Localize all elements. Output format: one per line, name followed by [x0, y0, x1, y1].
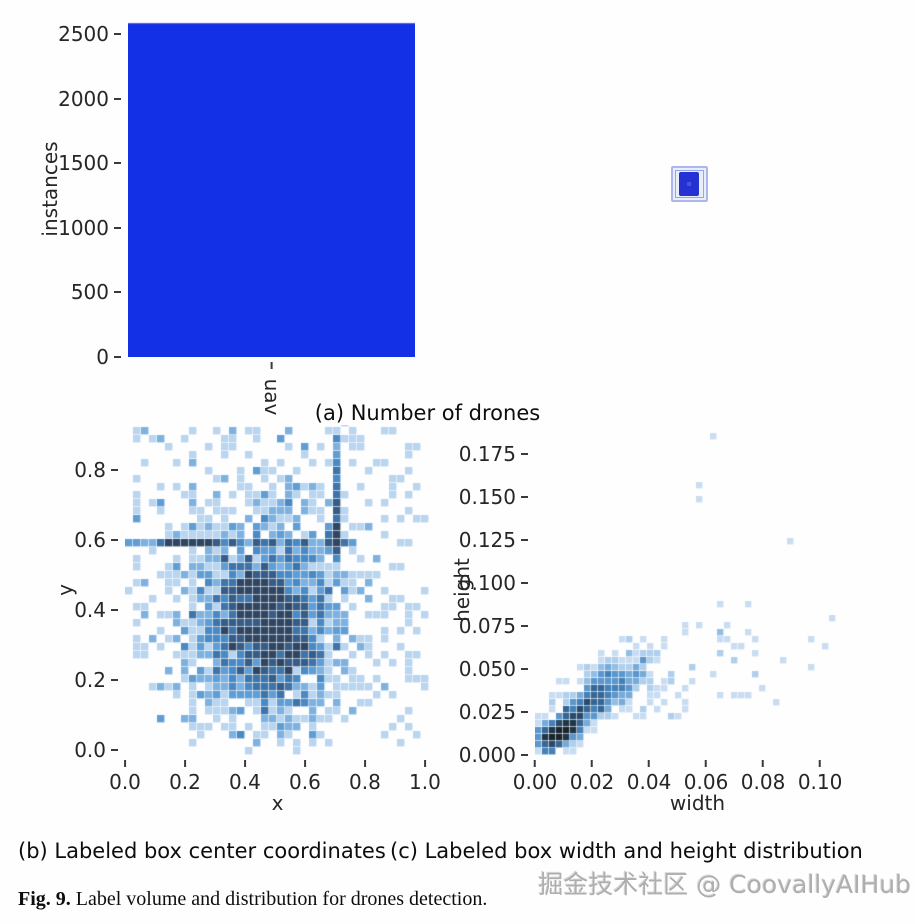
y-tick-label: 0.000	[459, 743, 535, 767]
x-tick-label: 0.00	[513, 755, 557, 794]
center-histogram-plot-area: y x 0.0 0.2 0.4 0.6 0.8 0.0 0.2 0.4 0.6 0.8 1.0	[53, 425, 441, 815]
panel-caption-a: (a) Number of drones	[314, 401, 541, 425]
x-tick-label: 0.10	[798, 755, 842, 794]
bbox-thumbnail-dot	[687, 182, 691, 186]
x-tick-label: uav	[253, 357, 290, 415]
y-tick-label: 0.125	[459, 528, 535, 552]
y-axis-label: y	[53, 584, 77, 596]
y-tick-label: 0.150	[459, 485, 535, 509]
bbox-thumbnail-inner-outline	[675, 170, 704, 198]
y-tick-label: 0.100	[459, 571, 535, 595]
x-tick-label: 0.6	[289, 755, 321, 794]
width-axis-label: width	[669, 791, 726, 815]
figure-number: Fig. 9.	[18, 888, 71, 910]
bar-chart-plot-area: instances 0 500 1000 1500 2000 2500 uav	[38, 20, 415, 415]
y-tick-label: 0.6	[74, 528, 125, 552]
y-tick-label: 1500	[58, 151, 128, 175]
center-histogram-canvas	[125, 425, 430, 755]
x-tick-label: 0.02	[570, 755, 614, 794]
panel-caption-c: (c) Labeled box width and height distrib…	[390, 839, 863, 863]
figure-caption: Fig. 9. Label volume and distribution fo…	[18, 888, 487, 911]
bbox-thumbnail	[671, 166, 708, 202]
x-axis-label: x	[271, 791, 284, 815]
y-tick-label: 0	[96, 345, 128, 369]
panel-caption-b: (b) Labeled box center coordinates	[18, 839, 386, 863]
y-tick-label: 0.025	[459, 700, 535, 724]
y-tick-label: 0.050	[459, 657, 535, 681]
x-tick-label: 0.8	[349, 755, 381, 794]
y-tick-label: 0.8	[74, 458, 125, 482]
y-tick-label: 0.175	[459, 442, 535, 466]
watermark-text: 掘金技术社区 @ CoovallyAIHub	[538, 870, 911, 899]
x-tick-label: 0.06	[684, 755, 728, 794]
y-tick-label: 0.075	[459, 614, 535, 638]
x-tick-label: 1.0	[409, 755, 441, 794]
x-tick-label: 0.2	[169, 755, 201, 794]
y-tick-label: 0.2	[74, 668, 125, 692]
x-tick-label: 0.4	[229, 755, 261, 794]
y-tick-label: 2500	[58, 22, 128, 46]
figure-caption-text: Label volume and distribution for drones…	[70, 888, 488, 910]
size-histogram-canvas	[535, 425, 860, 755]
bar-canvas	[128, 20, 415, 357]
y-tick-label: 2000	[58, 87, 128, 111]
y-tick-label: 1000	[58, 216, 128, 240]
x-tick-label: 0.08	[741, 755, 785, 794]
x-tick-label: 0.04	[627, 755, 671, 794]
size-histogram-plot-area: height width 0.000 0.025 0.050 0.075 0.100 0.…	[450, 425, 860, 815]
y-tick-label: 0.4	[74, 598, 125, 622]
y-tick-label: 500	[71, 280, 128, 304]
y-tick-label: 0.0	[74, 738, 125, 762]
x-tick-label: 0.0	[109, 755, 141, 794]
